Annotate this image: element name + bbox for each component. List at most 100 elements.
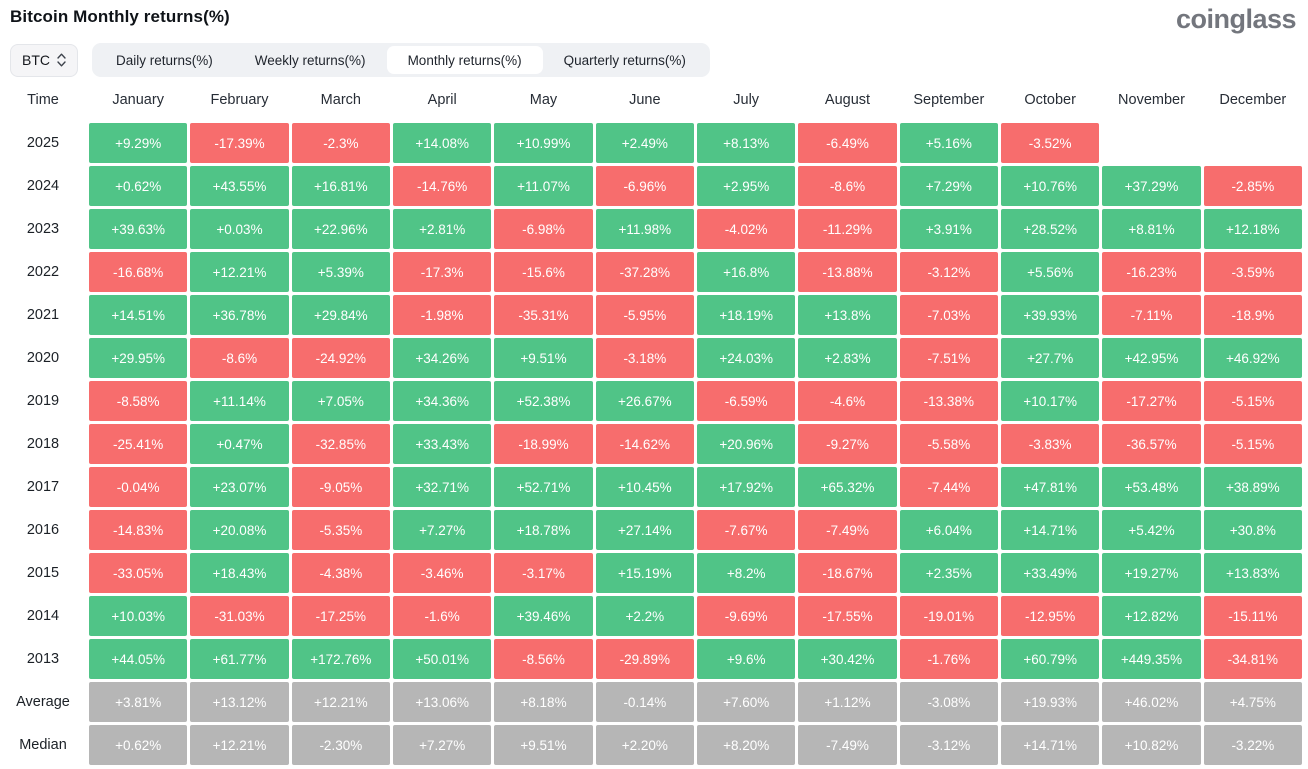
tab-daily-returns[interactable]: Daily returns(%) <box>95 46 234 74</box>
return-cell: -33.05% <box>89 553 188 593</box>
month-header-october: October <box>1024 92 1076 108</box>
return-cell: +44.05% <box>89 639 188 679</box>
row-label-2013: 2013 <box>26 651 60 667</box>
return-cell: +33.49% <box>1001 553 1100 593</box>
return-cell: -1.98% <box>393 295 492 335</box>
return-cell: -3.08% <box>899 682 998 722</box>
return-cell: -14.83% <box>89 510 188 550</box>
return-cell: -7.49% <box>798 725 897 765</box>
return-cell: -0.14% <box>595 682 694 722</box>
return-cell: -31.03% <box>190 596 289 636</box>
return-cell: +32.71% <box>393 467 492 507</box>
return-cell: -5.58% <box>899 424 998 464</box>
return-cell: +2.49% <box>595 123 694 163</box>
month-header-march: March <box>320 92 361 108</box>
return-cell: +11.98% <box>595 209 694 249</box>
return-cell: +24.03% <box>697 338 796 378</box>
return-cell: +7.60% <box>697 682 796 722</box>
return-cell: +8.2% <box>697 553 796 593</box>
return-cell: -5.15% <box>1203 381 1302 421</box>
return-cell: -7.67% <box>697 510 796 550</box>
row-label-2017: 2017 <box>26 479 60 495</box>
return-cell: -5.95% <box>595 295 694 335</box>
return-cell <box>1204 123 1302 163</box>
month-header-april: April <box>427 92 457 108</box>
return-cell: +14.51% <box>89 295 188 335</box>
return-cell: -35.31% <box>494 295 593 335</box>
return-cell: -2.85% <box>1203 166 1302 206</box>
return-cell: +8.20% <box>697 725 796 765</box>
return-cell: +12.18% <box>1203 209 1302 249</box>
return-cell: -3.17% <box>494 553 593 593</box>
return-cell: +33.43% <box>393 424 492 464</box>
return-cell: +26.67% <box>595 381 694 421</box>
tab-monthly-returns[interactable]: Monthly returns(%) <box>386 46 543 74</box>
month-header-july: July <box>733 92 760 108</box>
symbol-select[interactable]: BTC <box>10 43 78 77</box>
row-label-2019: 2019 <box>26 393 60 409</box>
return-cell: +9.51% <box>494 725 593 765</box>
month-header-february: February <box>210 92 269 108</box>
return-cell: +17.92% <box>697 467 796 507</box>
row-label-2021: 2021 <box>26 307 60 323</box>
return-cell: -3.83% <box>1001 424 1100 464</box>
return-cell: -7.03% <box>899 295 998 335</box>
return-cell: -8.6% <box>798 166 897 206</box>
return-cell: +5.16% <box>899 123 998 163</box>
return-cell: +20.96% <box>697 424 796 464</box>
return-cell: +0.03% <box>190 209 289 249</box>
return-cell: +2.95% <box>697 166 796 206</box>
row-label-2016: 2016 <box>26 522 60 538</box>
return-cell: -25.41% <box>89 424 188 464</box>
return-cell: +2.2% <box>595 596 694 636</box>
month-header-december: December <box>1219 92 1287 108</box>
return-cell: -5.35% <box>291 510 390 550</box>
return-cell: +14.08% <box>393 123 492 163</box>
return-cell: +2.20% <box>595 725 694 765</box>
tab-quarterly-returns[interactable]: Quarterly returns(%) <box>543 46 707 74</box>
return-cell: +39.46% <box>494 596 593 636</box>
return-cell: +16.8% <box>697 252 796 292</box>
return-cell: +34.36% <box>393 381 492 421</box>
return-cell: -11.29% <box>798 209 897 249</box>
return-cell: -37.28% <box>595 252 694 292</box>
return-cell: -4.38% <box>291 553 390 593</box>
return-cell: +3.81% <box>89 682 188 722</box>
return-cell: +9.6% <box>697 639 796 679</box>
return-cell: +9.29% <box>89 123 188 163</box>
returns-period-tabs: Daily returns(%) Weekly returns(%) Monthly… <box>92 43 710 77</box>
return-cell: +30.8% <box>1203 510 1302 550</box>
return-cell: -1.76% <box>899 639 998 679</box>
month-header-january: January <box>112 92 164 108</box>
return-cell: +2.35% <box>899 553 998 593</box>
return-cell: +0.62% <box>89 725 188 765</box>
return-cell: +39.93% <box>1001 295 1100 335</box>
return-cell: +29.95% <box>89 338 188 378</box>
return-cell: -18.67% <box>798 553 897 593</box>
return-cell: -2.3% <box>291 123 390 163</box>
return-cell: -17.39% <box>190 123 289 163</box>
return-cell: -19.01% <box>899 596 998 636</box>
return-cell: +53.48% <box>1102 467 1201 507</box>
chevron-updown-icon <box>57 53 66 67</box>
return-cell: +8.18% <box>494 682 593 722</box>
return-cell: +12.21% <box>190 725 289 765</box>
return-cell: -2.30% <box>291 725 390 765</box>
return-cell: -1.6% <box>393 596 492 636</box>
return-cell: +22.96% <box>291 209 390 249</box>
monthly-returns-table: Time January February March April May June July… <box>0 78 1308 765</box>
return-cell: -29.89% <box>595 639 694 679</box>
return-cell: +10.76% <box>1001 166 1100 206</box>
return-cell: +4.75% <box>1203 682 1302 722</box>
return-cell: -14.62% <box>595 424 694 464</box>
return-cell: +13.8% <box>798 295 897 335</box>
return-cell: -6.98% <box>494 209 593 249</box>
topbar: Bitcoin Monthly returns(%) coinglass <box>0 0 1308 42</box>
return-cell: +13.12% <box>190 682 289 722</box>
return-cell <box>1102 123 1200 163</box>
month-header-june: June <box>629 92 661 108</box>
return-cell: -7.11% <box>1102 295 1201 335</box>
return-cell: +12.82% <box>1102 596 1201 636</box>
row-label-2015: 2015 <box>26 565 60 581</box>
tab-weekly-returns[interactable]: Weekly returns(%) <box>234 46 387 74</box>
